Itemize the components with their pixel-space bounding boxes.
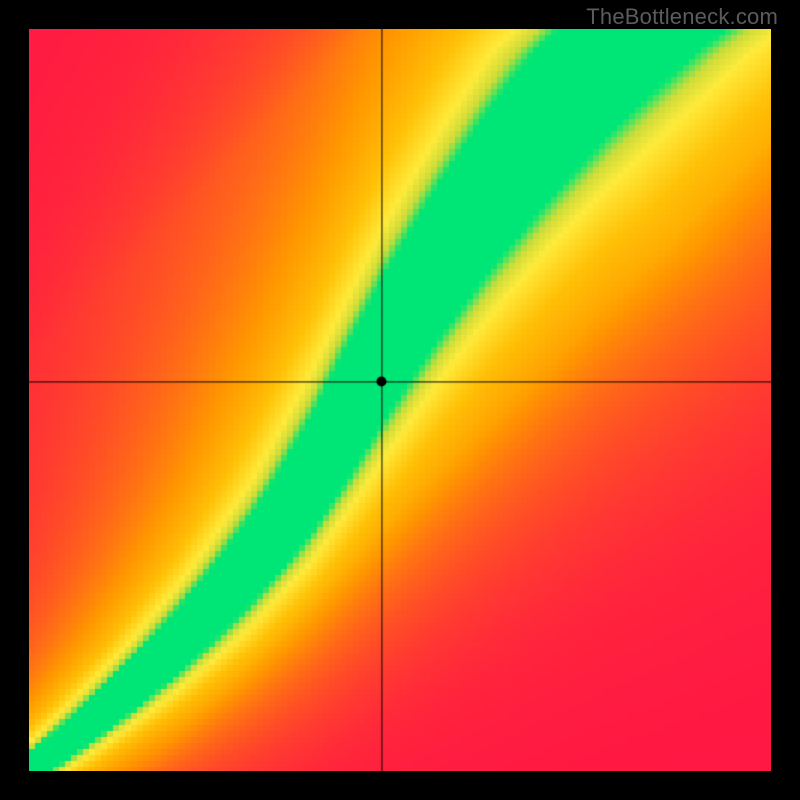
- bottleneck-heatmap: [29, 29, 771, 771]
- watermark-text: TheBottleneck.com: [586, 4, 778, 30]
